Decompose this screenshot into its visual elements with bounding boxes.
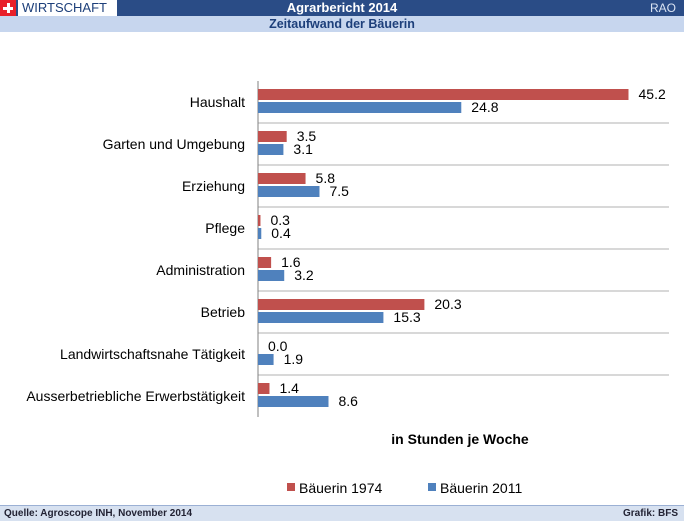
bar [258, 354, 274, 365]
category-label: Erziehung [182, 178, 245, 194]
chart-title: Zeitaufwand der Bäuerin [269, 17, 415, 31]
data-label: 1.9 [284, 351, 304, 367]
footer-bar: Quelle: Agroscope INH, November 2014 Gra… [0, 505, 684, 521]
data-label: 20.3 [434, 296, 461, 312]
category-label: Haushalt [190, 94, 245, 110]
data-label: 3.5 [297, 128, 317, 144]
bar [258, 89, 629, 100]
category-label: Administration [156, 262, 245, 278]
graphic-credit: Grafik: BFS [622, 508, 678, 519]
bar [258, 312, 384, 323]
bar [258, 186, 320, 197]
bar [258, 270, 285, 281]
data-label: 1.4 [279, 380, 299, 396]
legend-swatch [287, 483, 295, 491]
category-label: Garten und Umgebung [103, 136, 245, 152]
header-code: RAO [649, 1, 676, 15]
subtitle-bar [0, 16, 684, 32]
data-label: 0.0 [268, 338, 288, 354]
data-label: 8.6 [338, 393, 358, 409]
category-label: Landwirtschaftsnahe Tätigkeit [60, 346, 245, 362]
bar [258, 299, 425, 310]
bar [258, 102, 462, 113]
bar [258, 257, 272, 268]
data-label: 3.1 [293, 141, 313, 157]
section-label: WIRTSCHAFT [18, 0, 117, 16]
x-axis-label: in Stunden je Woche [391, 431, 529, 447]
source-note: Quelle: Agroscope INH, November 2014 [4, 508, 193, 519]
data-label: 15.3 [393, 309, 420, 325]
legend-swatch [428, 483, 436, 491]
page-title: Agrarbericht 2014 [286, 0, 398, 15]
legend-label: Bäuerin 1974 [299, 480, 383, 496]
bar [258, 144, 284, 155]
data-label: 0.4 [271, 225, 291, 241]
bar [258, 228, 262, 239]
data-label: 7.5 [329, 183, 349, 199]
data-label: 3.2 [294, 267, 314, 283]
swiss-flag-icon [0, 0, 16, 16]
bar [258, 396, 329, 407]
legend-label: Bäuerin 2011 [440, 480, 522, 496]
bar [258, 131, 287, 142]
data-label: 24.8 [471, 99, 498, 115]
category-label: Ausserbetriebliche Erwerbstätigkeit [26, 388, 245, 404]
data-label: 45.2 [639, 86, 666, 102]
category-label: Pflege [205, 220, 245, 236]
data-label: 1.6 [281, 254, 301, 270]
data-label: 5.8 [316, 170, 336, 186]
bar [258, 173, 306, 184]
bar [258, 215, 261, 226]
data-label: 0.3 [270, 212, 290, 228]
header-bar [0, 0, 684, 16]
category-label: Betrieb [201, 304, 246, 320]
bar [258, 383, 270, 394]
